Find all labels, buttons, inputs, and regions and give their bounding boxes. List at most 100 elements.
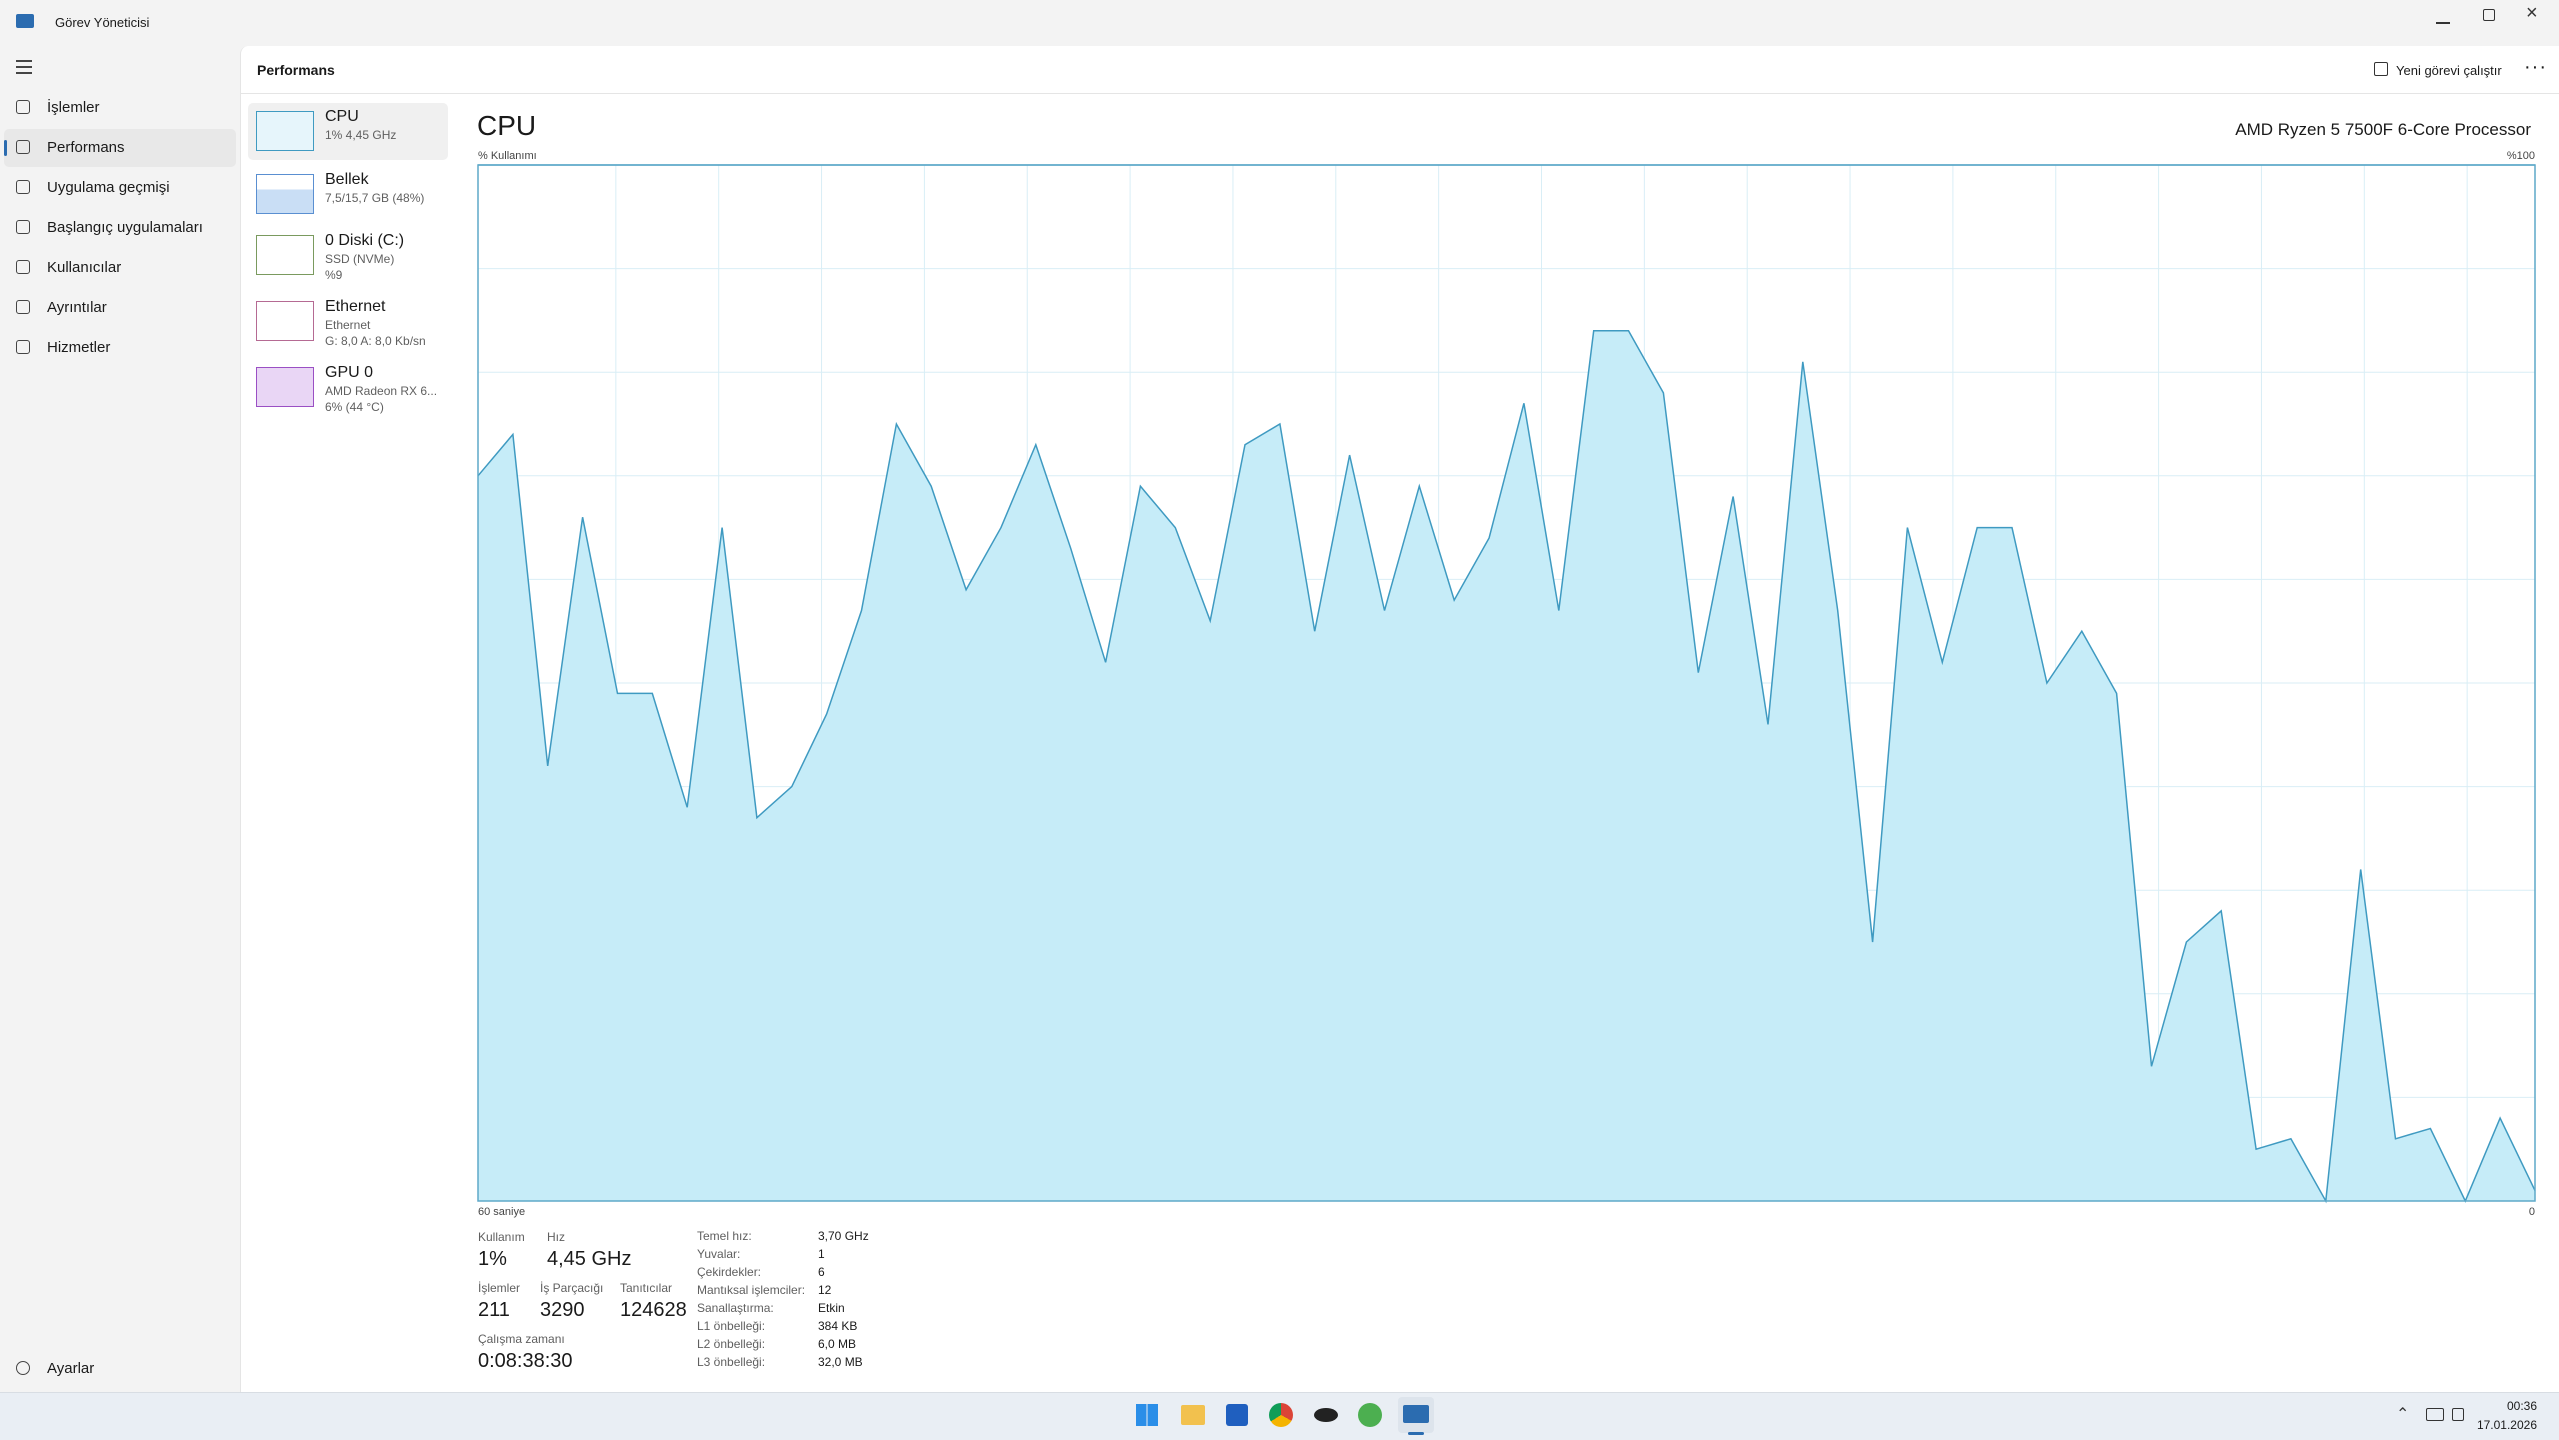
nav-item[interactable]: Ayrıntılar xyxy=(0,289,236,327)
stat-label: İş Parçacığı xyxy=(540,1281,604,1295)
store-icon[interactable] xyxy=(1226,1404,1248,1426)
spec-value: Etkin xyxy=(818,1301,845,1315)
x-axis-end-label: 0 xyxy=(2528,1206,2535,1218)
clock-time[interactable]: 00:36 xyxy=(2506,1399,2537,1413)
nav-item[interactable]: Başlangıç uygulamaları xyxy=(0,209,236,247)
device-detail: AMD Radeon RX 6... xyxy=(325,384,438,398)
stat-value: 4,45 GHz xyxy=(547,1248,632,1270)
nav-label: Ayrıntılar xyxy=(47,299,107,316)
stat-label: Çalışma zamanı xyxy=(478,1332,565,1346)
chrome-icon[interactable] xyxy=(1269,1403,1293,1427)
nav-item[interactable]: İşlemler xyxy=(0,89,236,127)
device-detail: Ethernet xyxy=(325,318,371,332)
device-detail: SSD (NVMe) xyxy=(325,252,395,266)
nav-label: Kullanıcılar xyxy=(47,259,122,276)
device-thumbnail xyxy=(256,111,314,151)
explorer-icon[interactable] xyxy=(1181,1405,1205,1425)
spec-value: 12 xyxy=(818,1283,832,1297)
stat-value: 1% xyxy=(478,1248,507,1270)
cpu-title: CPU xyxy=(477,110,537,141)
cpu-graph xyxy=(477,164,2536,1204)
minimize-button[interactable] xyxy=(2436,22,2450,24)
stat-value: 211 xyxy=(478,1299,510,1321)
device-detail: %9 xyxy=(325,268,343,282)
xbox-icon[interactable] xyxy=(1358,1403,1382,1427)
device-item[interactable]: CPU 1% 4,45 GHz xyxy=(248,103,448,163)
nav-label: İşlemler xyxy=(47,99,100,116)
x-axis-start-label: 60 saniye xyxy=(478,1206,526,1218)
nav-icon xyxy=(16,340,30,354)
nav-item[interactable]: Ayarlar xyxy=(0,1350,236,1388)
nav-icon xyxy=(16,300,30,314)
spec-label: Yuvalar: xyxy=(697,1247,741,1261)
device-detail: G: 8,0 A: 8,0 Kb/sn xyxy=(325,334,426,348)
stat-label: Kullanım xyxy=(478,1230,525,1244)
stat-label: Hız xyxy=(547,1230,565,1244)
device-item[interactable]: Bellek 7,5/15,7 GB (48%) xyxy=(248,166,448,226)
spec-label: Mantıksal işlemciler: xyxy=(697,1283,806,1297)
network-icon[interactable] xyxy=(2426,1408,2444,1421)
device-name: Bellek xyxy=(325,171,369,188)
run-task-button[interactable]: Yeni görevi çalıştır xyxy=(2396,63,2502,78)
cpu-area xyxy=(478,330,2535,1201)
nav-icon xyxy=(16,220,30,234)
device-item[interactable]: GPU 0 AMD Radeon RX 6... 6% (44 °C) xyxy=(248,359,448,419)
app-icon-taskbar[interactable] xyxy=(1314,1408,1338,1422)
nav-label: Uygulama geçmişi xyxy=(47,179,170,196)
device-item[interactable]: 0 Diski (C:) SSD (NVMe) %9 xyxy=(248,227,448,287)
nav-icon xyxy=(16,260,30,274)
nav-item[interactable]: Performans xyxy=(4,129,236,167)
spec-value: 6,0 MB xyxy=(818,1337,857,1351)
device-detail: 1% 4,45 GHz xyxy=(325,128,397,142)
device-detail: 7,5/15,7 GB (48%) xyxy=(325,191,425,205)
start-button[interactable] xyxy=(1136,1404,1158,1426)
device-item[interactable]: Ethernet Ethernet G: 8,0 A: 8,0 Kb/sn xyxy=(248,293,448,353)
nav-item[interactable]: Kullanıcılar xyxy=(0,249,236,287)
restore-button[interactable] xyxy=(2483,9,2495,21)
spec-label: L2 önbelleği: xyxy=(697,1337,766,1351)
spec-label: Sanallaştırma: xyxy=(697,1301,774,1315)
spec-value: 32,0 MB xyxy=(818,1355,863,1369)
nav-label: Başlangıç uygulamaları xyxy=(47,219,203,236)
app-icon xyxy=(16,14,34,28)
stat-value: 0:08:38:30 xyxy=(478,1350,573,1372)
volume-icon[interactable] xyxy=(2452,1408,2464,1421)
nav-icon xyxy=(16,180,30,194)
close-button[interactable]: × xyxy=(2526,2,2538,24)
device-thumbnail xyxy=(256,301,314,341)
processor-name: AMD Ryzen 5 7500F 6-Core Processor xyxy=(2235,120,2531,139)
device-thumbnail xyxy=(256,174,314,214)
device-name: 0 Diski (C:) xyxy=(325,232,405,249)
stat-label: Tanıtıcılar xyxy=(620,1281,673,1295)
spec-label: L3 önbelleği: xyxy=(697,1355,766,1369)
spec-value: 384 KB xyxy=(818,1319,858,1333)
menu-button[interactable] xyxy=(16,60,32,74)
nav-label: Ayarlar xyxy=(47,1360,95,1377)
task-manager-icon[interactable] xyxy=(1403,1405,1429,1423)
spec-value: 1 xyxy=(818,1247,825,1261)
device-name: Ethernet xyxy=(325,298,386,315)
spec-label: Çekirdekler: xyxy=(697,1265,762,1279)
cpu-line xyxy=(477,330,2536,1204)
graph-border xyxy=(477,164,2536,1202)
stat-label: İşlemler xyxy=(478,1281,521,1295)
spec-value: 6 xyxy=(818,1265,825,1279)
spec-value: 3,70 GHz xyxy=(818,1229,869,1243)
device-thumbnail xyxy=(256,367,314,407)
nav-item[interactable]: Hizmetler xyxy=(0,329,236,367)
active-indicator xyxy=(1408,1432,1424,1435)
nav-icon xyxy=(16,140,30,154)
nav-label: Performans xyxy=(47,139,125,156)
device-name: GPU 0 xyxy=(325,364,374,381)
clock-date[interactable]: 17.01.2026 xyxy=(2476,1418,2537,1432)
spec-label: Temel hız: xyxy=(697,1229,752,1243)
nav-label: Hizmetler xyxy=(47,339,111,356)
nav-icon xyxy=(16,100,30,114)
nav-item[interactable]: Uygulama geçmişi xyxy=(0,169,236,207)
more-button[interactable]: ··· xyxy=(2524,56,2547,78)
header-divider xyxy=(240,93,2559,94)
spec-label: L1 önbelleği: xyxy=(697,1319,766,1333)
tray-chevron[interactable]: ⌃ xyxy=(2396,1406,2410,1423)
device-thumbnail xyxy=(256,235,314,275)
